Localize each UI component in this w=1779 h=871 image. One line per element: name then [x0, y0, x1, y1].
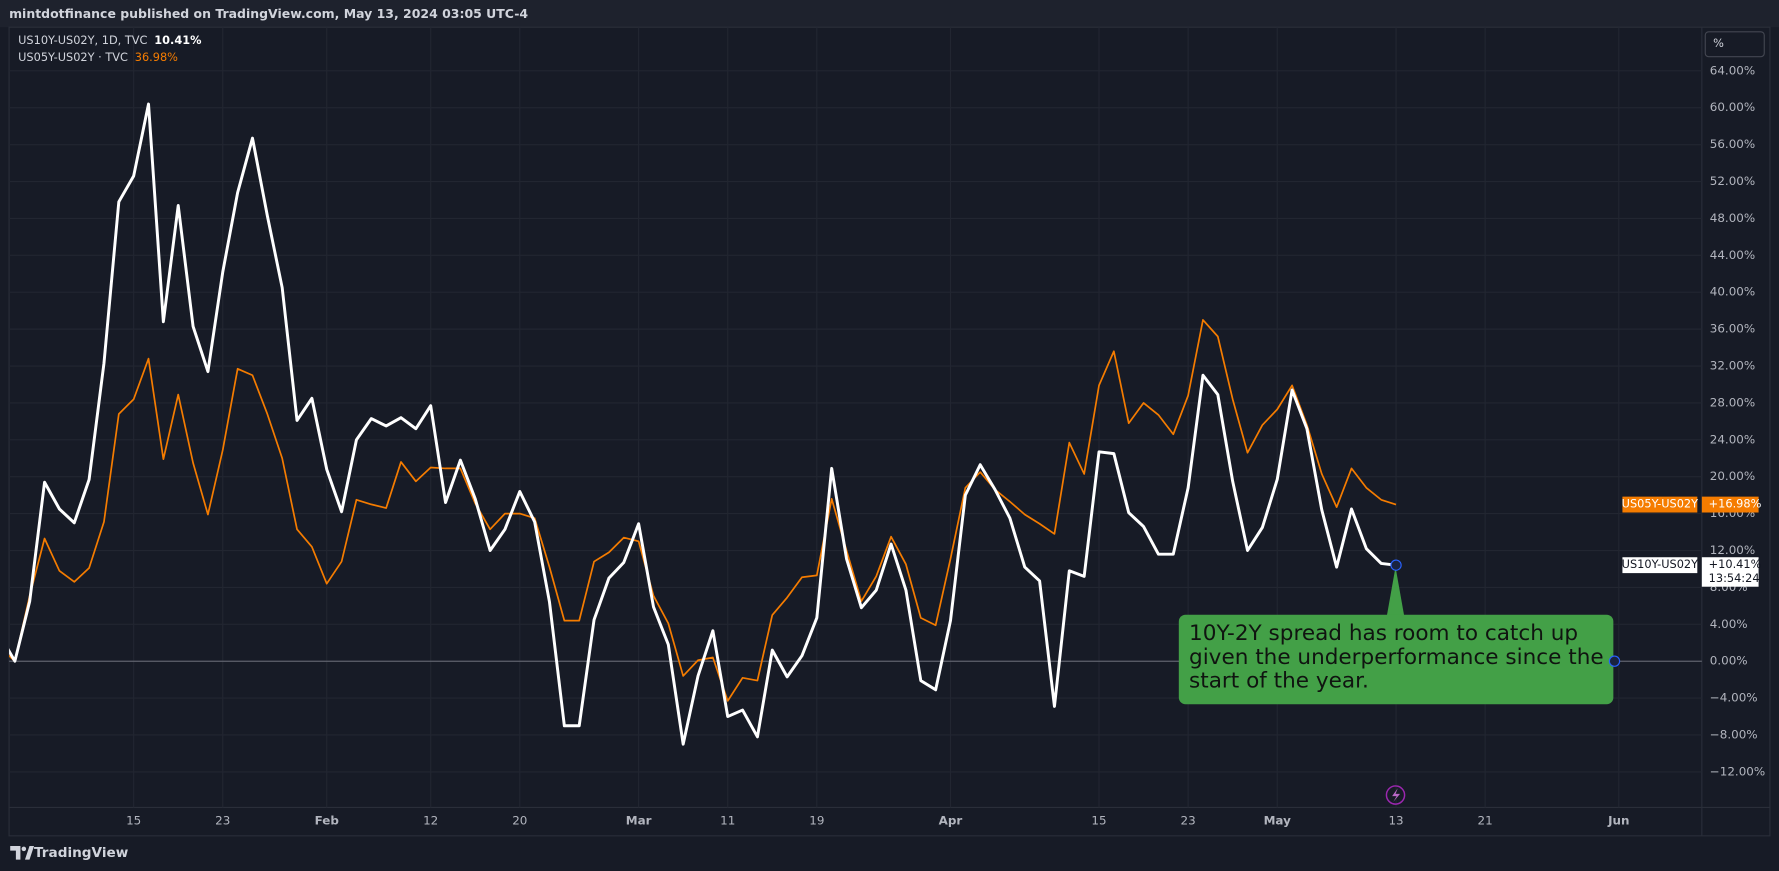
- y-tick-label: 44.00%: [1710, 248, 1755, 262]
- footer: TradingView: [34, 845, 129, 861]
- y-tick-label: 36.00%: [1710, 322, 1755, 336]
- y-tick-label: 60.00%: [1710, 100, 1755, 114]
- legend-value: 36.98%: [135, 50, 178, 64]
- y-tick-label: 40.00%: [1710, 285, 1755, 299]
- x-tick-label: 15: [126, 814, 141, 828]
- series-line: [9, 319, 1397, 702]
- logo-dot: [21, 846, 27, 852]
- y-tick-label: 20.00%: [1710, 469, 1755, 483]
- x-tick-label: Apr: [939, 814, 963, 828]
- legend-text: US05Y-US02Y · TVC: [18, 50, 128, 64]
- tradingview-logo: TradingView: [10, 845, 129, 861]
- x-tick-label: 20: [512, 814, 527, 828]
- x-tick-label: 11: [720, 814, 735, 828]
- y-tick-label: 0.00%: [1710, 654, 1748, 668]
- x-tick-label: 12: [423, 814, 438, 828]
- series-tag-bg: [1622, 496, 1698, 513]
- legend-entry: US05Y-US02Y · TVC 36.98%: [18, 50, 178, 64]
- annotation-text: start of the year.: [1189, 669, 1369, 694]
- x-tick-label: Jun: [1607, 814, 1629, 828]
- annotation: 10Y-2Y spread has room to catch up given…: [1178, 567, 1614, 705]
- y-tick-label: 64.00%: [1710, 63, 1755, 77]
- y-tick-label: 24.00%: [1710, 432, 1755, 446]
- x-tick-label: 13: [1388, 814, 1403, 828]
- annotation-text: given the underperformance since the: [1189, 645, 1604, 670]
- price-label-bg: [1701, 557, 1759, 587]
- legend-value: 10.41%: [154, 33, 201, 47]
- legend-text: US10Y-US02Y, 1D, TVC: [18, 33, 147, 47]
- x-tick-label: 15: [1091, 814, 1106, 828]
- x-tick-label: 23: [215, 814, 230, 828]
- y-tick-label: 32.00%: [1710, 359, 1755, 373]
- plot: [9, 102, 1397, 746]
- price-label-bg: [1701, 496, 1759, 513]
- x-tick-label: 19: [809, 814, 824, 828]
- price-label: +16.98%: [1709, 497, 1762, 511]
- countdown: 13:54:24: [1709, 571, 1760, 585]
- x-tick-label: Feb: [315, 814, 339, 828]
- price-label: +10.41%: [1709, 557, 1762, 571]
- logo-mark: [10, 846, 35, 860]
- axes: −12.00%−8.00%−4.00%0.00%4.00%8.00%12.00%…: [126, 63, 1765, 827]
- y-tick-label: 28.00%: [1710, 395, 1755, 409]
- scale-button[interactable]: [1704, 31, 1765, 58]
- annotation-pointer: [1386, 567, 1405, 619]
- x-tick-label: 21: [1478, 814, 1493, 828]
- anchor-dot: [1608, 655, 1621, 667]
- event-icon[interactable]: [1385, 785, 1406, 805]
- event-icon-bolt: [1392, 788, 1401, 802]
- legend: US10Y-US02Y, 1D, TVC 10.41% US05Y-US02Y ·…: [18, 33, 201, 64]
- y-tick-label: −8.00%: [1710, 727, 1758, 741]
- y-tick-label: 48.00%: [1710, 211, 1755, 225]
- scale-button-label[interactable]: %: [1713, 36, 1724, 50]
- header: mintdotfinance published on TradingView.…: [9, 6, 528, 21]
- series-tag-bg: [1622, 557, 1698, 574]
- y-tick-label: −4.00%: [1710, 691, 1758, 705]
- y-tick-label: 52.00%: [1710, 174, 1755, 188]
- legend-entry: US10Y-US02Y, 1D, TVC 10.41%: [18, 33, 201, 47]
- header-bar: [0, 0, 1779, 28]
- x-tick-label: 23: [1181, 814, 1196, 828]
- x-tick-label: May: [1264, 814, 1292, 828]
- y-tick-label: 12.00%: [1710, 543, 1755, 557]
- annotation-text: 10Y-2Y spread has room to catch up: [1189, 621, 1578, 646]
- y-tick-label: −12.00%: [1710, 764, 1765, 778]
- series-tag: US10Y-US02Y: [1622, 557, 1698, 571]
- x-tick-label: Mar: [626, 814, 652, 828]
- y-tick-label: 56.00%: [1710, 137, 1755, 151]
- pane-border: [8, 26, 1771, 837]
- y-tick-label: 4.00%: [1710, 617, 1748, 631]
- last-point-dot: [1390, 559, 1402, 571]
- annotation-box: [1178, 614, 1614, 705]
- series-line: [9, 102, 1397, 746]
- series-tag: US05Y-US02Y: [1622, 497, 1698, 511]
